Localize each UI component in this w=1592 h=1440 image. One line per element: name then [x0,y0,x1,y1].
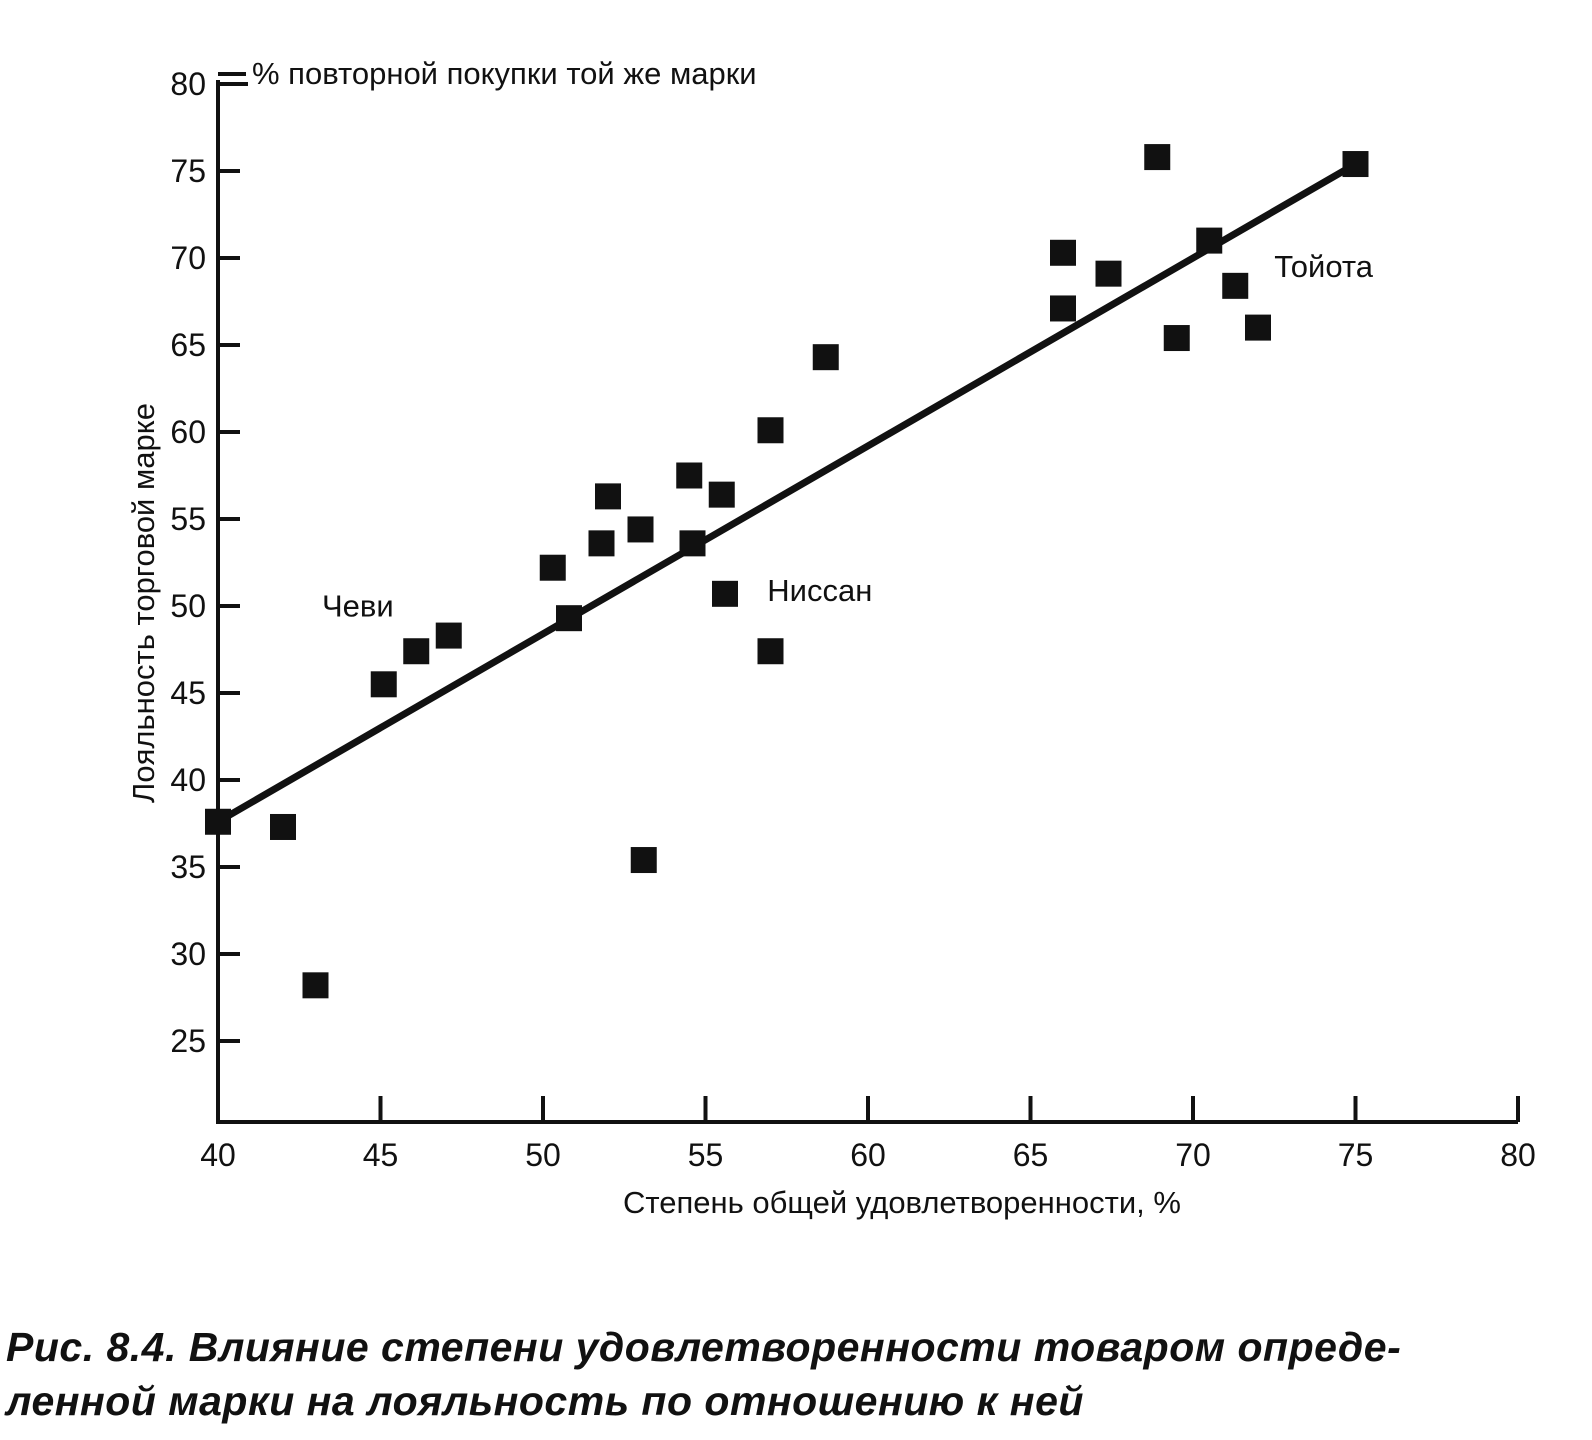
y-axis-top-label: % повторной покупки той же марки [252,56,757,91]
data-point [1095,260,1122,287]
data-point [757,417,784,444]
tick-marks [218,82,1520,1122]
y-tick-label: 60 [170,414,206,450]
data-point [679,530,706,557]
y-tick-label: 75 [170,153,206,189]
y-tick-label: 65 [170,327,206,363]
caption-line-2: ленной марки на лояльность по отношению … [6,1378,1084,1424]
y-tick-label: 70 [170,240,206,276]
x-tick-label: 40 [200,1137,236,1173]
data-point [1222,272,1249,299]
point-annotation: Чеви [322,588,394,623]
data-point [435,622,462,649]
y-tick-label: 55 [170,501,206,537]
data-point [1245,314,1271,341]
y-axis-label: Лояльность торговой марке [126,403,161,803]
x-tick-label: 80 [1500,1137,1536,1173]
point-annotation: Ниссан [767,573,872,608]
figure-caption: Рис. 8.4. Влияние степени удовлетворенно… [6,1320,1586,1428]
y-tick-label: 35 [170,849,206,885]
x-tick-label: 45 [363,1137,399,1173]
data-point [205,808,231,835]
tick-labels: 25 30 35 40 45 50 55 60 65 70 75 80 40 45 50 55 60 65 70 75… [170,66,1535,1173]
x-tick-label: 60 [850,1137,886,1173]
x-axis-label: Степень общей удовлетворенности, % [623,1185,1181,1220]
data-point [403,638,430,665]
data-point [627,516,654,543]
caption-line-1: Рис. 8.4. Влияние степени удовлетворенно… [6,1324,1402,1370]
point-annotation: Тойота [1274,249,1373,284]
data-point [708,481,735,508]
data-point [595,483,621,510]
point-annotations: Чеви Ниссан Тойота [322,249,1374,623]
data-point [1050,295,1076,322]
y-tick-label: 30 [170,936,206,972]
data-points [205,144,1369,999]
data-point [539,554,566,581]
data-point [556,605,582,632]
data-point [302,972,329,999]
data-point [270,813,296,840]
data-point [757,638,784,665]
data-point [630,847,657,874]
data-point [370,671,397,698]
y-tick-label: 45 [170,675,206,711]
data-point [1144,144,1171,171]
y-tick-label: 25 [170,1023,206,1059]
data-point [676,462,703,489]
x-tick-label: 65 [1013,1137,1049,1173]
x-tick-label: 75 [1338,1137,1374,1173]
data-point [1196,227,1223,254]
data-point [712,580,738,607]
y-tick-label: 50 [170,588,206,624]
y-tick-label: 80 [170,66,206,102]
x-tick-label: 70 [1175,1137,1211,1173]
data-point [1342,151,1369,178]
trend-line [214,160,1359,826]
data-point [1163,325,1190,352]
x-tick-label: 55 [688,1137,724,1173]
data-point [588,530,615,557]
data-point [1050,239,1076,266]
y-tick-label: 40 [170,762,206,798]
data-point [812,344,839,371]
scatter-chart: 25 30 35 40 45 50 55 60 65 70 75 80 40 45 50 55 60 65 70 75… [126,56,1536,1220]
x-tick-label: 50 [525,1137,561,1173]
